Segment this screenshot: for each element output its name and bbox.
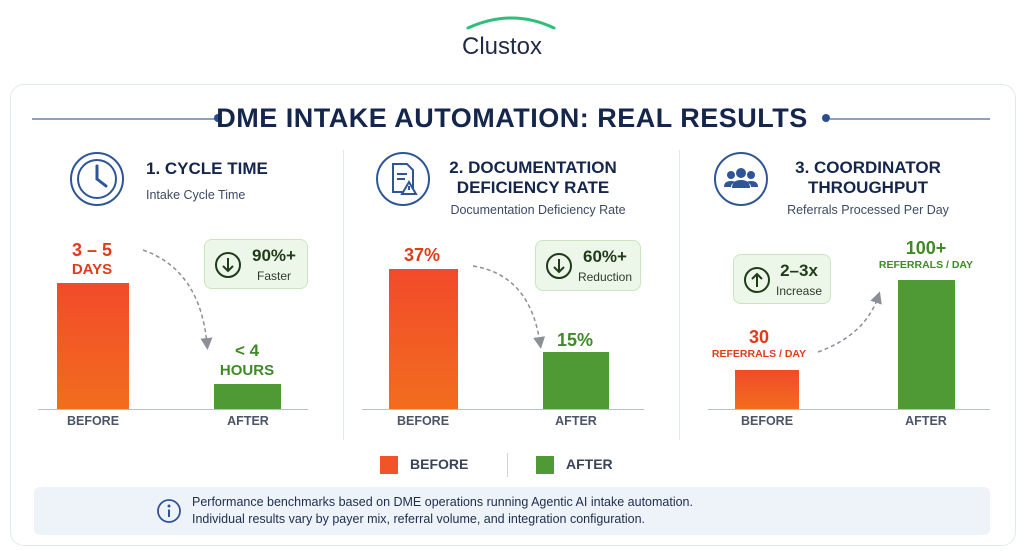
arrow-down-circle-icon — [546, 253, 572, 279]
title-rule-left — [32, 118, 218, 120]
legend-label-after: AFTER — [566, 456, 613, 472]
badge-value: 60%+ — [583, 247, 627, 266]
panel-1-before-value: 3 – 5 DAYS — [71, 240, 113, 278]
panel-1-after-value: < 4 HOURS — [219, 341, 275, 379]
panel-1-badge: 90%+ Faster — [204, 239, 308, 289]
clock-icon — [70, 152, 124, 206]
clustox-logo: Clustox — [0, 14, 1024, 62]
people-group-icon — [714, 152, 768, 206]
panel-3-x-before: BEFORE — [740, 414, 794, 428]
badge-label: Reduction — [577, 270, 633, 284]
title-row: DME INTAKE AUTOMATION: REAL RESULTS — [0, 100, 1024, 136]
arrow-up-circle-icon — [744, 267, 770, 293]
legend-swatch-before — [380, 456, 398, 474]
panel-3-after-bar — [898, 280, 955, 409]
info-icon — [157, 499, 181, 523]
footnote-line-2: Individual results vary by payer mix, re… — [192, 512, 645, 526]
legend-separator — [507, 453, 508, 477]
results-card — [10, 84, 1016, 546]
panel-2-after-value: 15% — [556, 330, 594, 350]
panel-3-x-after: AFTER — [905, 414, 947, 428]
page-title: DME INTAKE AUTOMATION: REAL RESULTS — [216, 103, 808, 133]
panel-divider — [679, 150, 680, 440]
panel-1-x-after: AFTER — [227, 414, 269, 428]
panel-2-x-before: BEFORE — [396, 414, 450, 428]
badge-label: Faster — [256, 269, 291, 283]
panel-2-before-bar — [389, 269, 458, 409]
panel-1-x-before: BEFORE — [66, 414, 120, 428]
arrow-down-circle-icon — [215, 252, 241, 278]
panel-2-subtitle: Documentation Deficiency Rate — [450, 203, 626, 217]
logo-text: Clustox — [462, 33, 542, 60]
panel-1-baseline — [38, 409, 308, 410]
panel-3-after-value: 100+ REFERRALS / DAY — [878, 238, 974, 271]
badge-value: 90%+ — [252, 246, 296, 265]
panel-2-baseline — [362, 409, 644, 410]
legend-swatch-after — [536, 456, 554, 474]
legend-label-before: BEFORE — [410, 456, 469, 472]
panel-1-subtitle: Intake Cycle Time — [146, 188, 246, 202]
panel-3-badge: 2–3x Increase — [733, 254, 831, 304]
badge-label: Increase — [775, 284, 823, 298]
panel-3-title: 3. COORDINATOR THROUGHPUT — [795, 158, 941, 197]
footnote-box: Performance benchmarks based on DME oper… — [34, 487, 990, 535]
title-rule-right — [830, 118, 990, 120]
footnote-line-1: Performance benchmarks based on DME oper… — [192, 495, 693, 509]
panel-1-title: 1. CYCLE TIME — [146, 159, 268, 178]
panel-3-subtitle: Referrals Processed Per Day — [787, 203, 949, 217]
panel-divider — [343, 150, 344, 440]
panel-2-badge: 60%+ Reduction — [535, 240, 641, 291]
panel-3-before-bar — [735, 370, 799, 409]
panel-3-before-value: 30 REFERRALS / DAY — [711, 327, 807, 360]
document-warning-icon — [376, 152, 430, 206]
panel-1-after-bar — [214, 384, 281, 409]
title-rule-dot-left — [214, 114, 222, 122]
badge-value: 2–3x — [780, 261, 818, 280]
panel-2-before-value: 37% — [403, 245, 441, 265]
panel-2-title: 2. DOCUMENTATION DEFICIENCY RATE — [449, 158, 617, 197]
panel-2-x-after: AFTER — [555, 414, 597, 428]
panel-1-before-bar — [57, 283, 129, 409]
title-rule-dot-right — [822, 114, 830, 122]
panel-3-baseline — [708, 409, 990, 410]
panel-2-after-bar — [543, 352, 609, 409]
